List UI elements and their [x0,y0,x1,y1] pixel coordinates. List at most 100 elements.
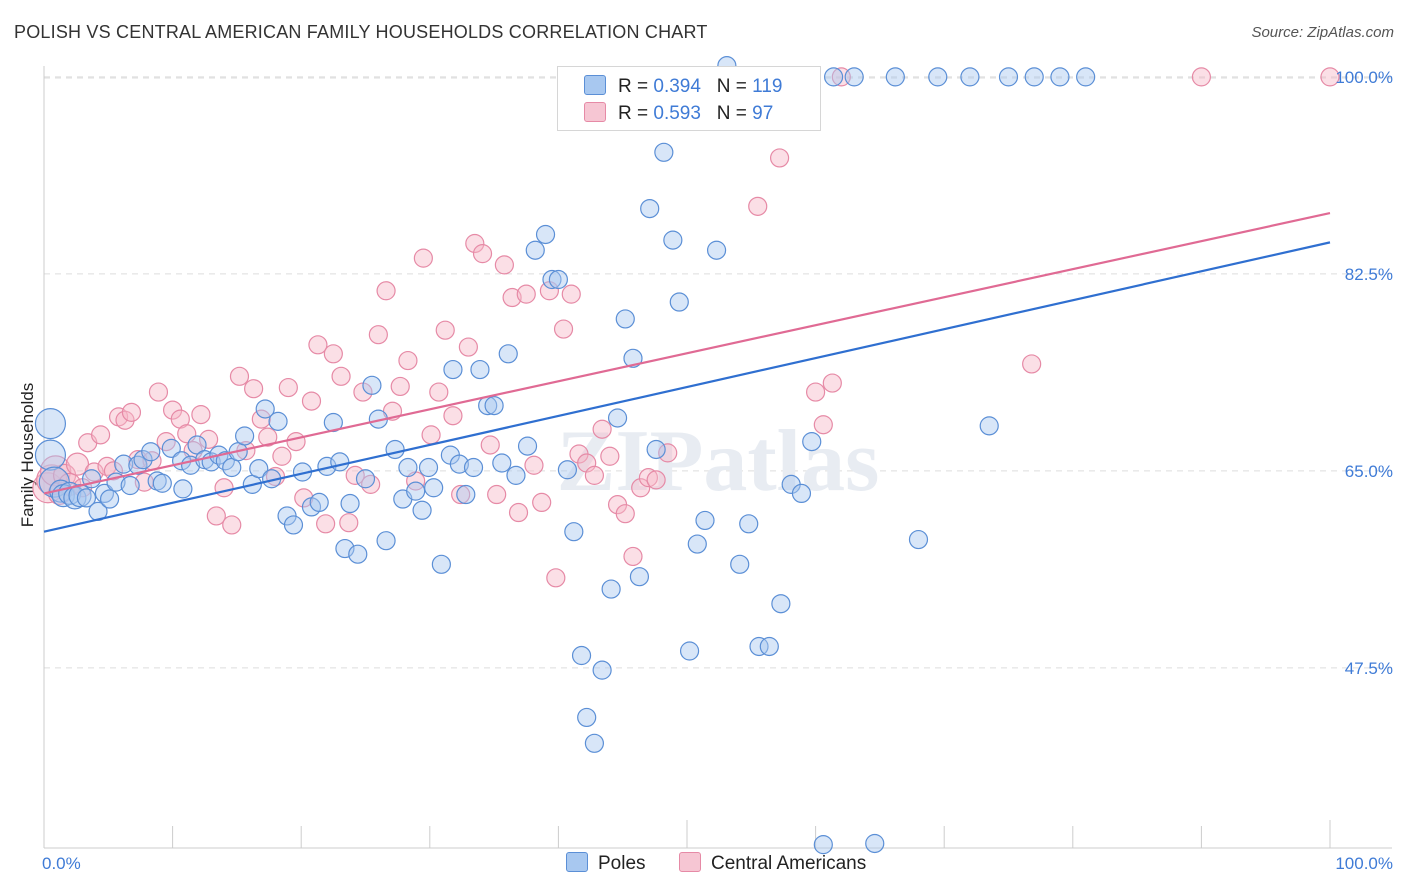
poles-point [654,142,674,162]
central-americans-point [286,432,306,452]
central-americans-point [398,350,418,371]
poles-point [607,408,628,428]
legend-r-label: R = [618,76,649,97]
poles-point [908,529,929,550]
correlation-legend: R = 0.394 N = 119 R = 0.593 N = 97 [557,66,821,131]
poles-point [771,594,791,614]
poles-point [791,483,812,503]
central-americans-point [508,502,529,523]
poles-point [979,416,999,436]
legend-label-poles: Poles [598,853,646,874]
central-americans-point [316,514,336,534]
y-tick-label: 47.5% [1345,659,1393,678]
central-americans-point [339,513,359,533]
central-americans-point [465,233,485,254]
poles-n-value: 119 [752,76,783,97]
trend-lines [43,212,1331,533]
poles-point [283,515,304,535]
poles-point [470,359,490,380]
poles-point [749,636,769,657]
central-americans-point [368,325,388,345]
central-americans-point [1022,354,1042,374]
poles-point [928,67,948,87]
poles-point [424,478,444,498]
central-americans-point [480,435,500,455]
central-americans-point [65,452,90,476]
poles-point [235,426,255,446]
central-americans-point [748,196,768,216]
poles-point [506,465,526,485]
central-americans-point [258,427,278,447]
poles-point [687,534,707,554]
central-americans-point [103,461,124,481]
poles-point [34,439,67,471]
central-americans-point [301,391,322,411]
poles-point [398,457,418,478]
central-americans-point [229,366,250,386]
legend-n-label: N = [716,76,747,97]
poles-point [759,636,779,657]
poles-point [152,473,172,493]
poles-point [431,554,451,574]
central-americans-point [769,148,790,168]
poles-point [584,733,605,753]
watermark: ZIPatlas [557,413,880,510]
central-americans-point [646,470,666,490]
central-americans-point [278,377,298,398]
poles-point [615,309,635,329]
poles-point [249,459,269,479]
poles-point [865,833,885,854]
x-tick-label-max: 100.0% [1335,854,1393,873]
central-americans-point [323,344,343,364]
poles-point [739,514,759,534]
poles-point [443,359,463,380]
central-americans-point [592,419,612,439]
legend-n-label: N = [716,103,747,124]
central-americans-point [600,446,620,466]
central-americans-point [251,409,271,429]
poles-point [449,454,469,474]
central-americans-point [331,366,351,386]
poles-point [340,493,360,514]
legend-label-central-americans: Central Americans [711,853,867,874]
poles-point [623,348,643,368]
central-americans-point [561,284,581,304]
poles-point [592,660,612,680]
poles-point [34,408,67,440]
x-tick-label-min: 0.0% [42,854,81,873]
central-americans-swatch [584,102,606,122]
poles-point [577,707,597,728]
poles-point [255,399,275,419]
poles-point [385,439,405,460]
legend-item-central-americans[interactable]: Central Americans [679,852,866,875]
central-americans-point [532,492,552,513]
poles-point [268,411,288,431]
central-americans-point [345,465,365,485]
central-americans-point [1191,67,1212,87]
central-americans-point [487,484,507,505]
central-americans-point [631,478,651,498]
poles-point [525,240,545,260]
poles-swatch [566,852,588,872]
poles-point [646,439,666,460]
poles-point [663,230,683,250]
legend-item-poles[interactable]: Poles [566,852,646,875]
legend-r-label: R = [618,103,649,124]
poles-point [76,488,97,508]
poles-point [114,454,134,474]
poles-point [309,492,329,513]
central-americans-point [443,406,463,426]
poles-point [557,460,578,480]
central-americans-point [1320,67,1340,87]
central-americans-n-value: 97 [752,103,774,124]
central-americans-point [308,335,328,355]
central-americans-point [121,402,142,422]
poles-point [824,67,844,87]
central-americans-point [451,484,471,505]
central-americans-point [822,373,842,393]
poles-point [813,835,833,855]
poles-point [542,269,562,290]
poles-point [564,522,584,542]
central-americans-point [222,515,242,535]
